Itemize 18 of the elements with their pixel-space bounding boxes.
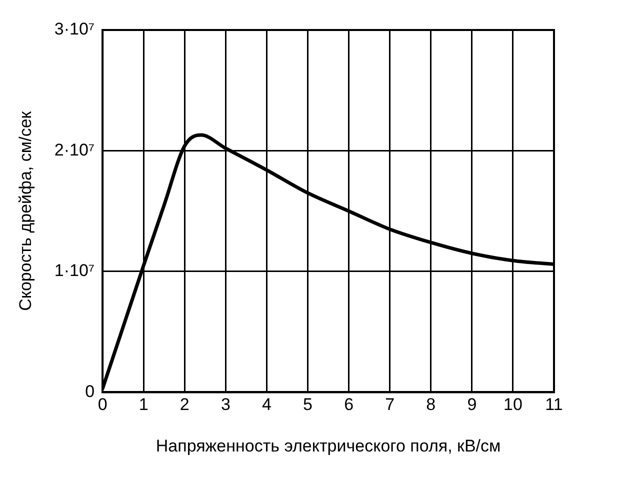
x-tick-label: 6: [344, 395, 354, 414]
x-tick-label: 9: [467, 395, 477, 414]
x-tick-label: 5: [303, 395, 313, 414]
x-tick-label: 11: [545, 395, 563, 414]
y-tick-label: 0: [85, 382, 95, 401]
x-tick-label: 4: [262, 395, 272, 414]
x-tick-label: 8: [426, 395, 436, 414]
x-tick-label: 0: [98, 395, 108, 414]
x-tick-label: 2: [180, 395, 190, 414]
x-axis-title: Напряженность электрического поля, кВ/см: [156, 436, 501, 456]
y-axis-title: Скорость дрейфа, см/сек: [16, 110, 35, 311]
x-tick-label: 7: [385, 395, 395, 414]
y-tick-label: 1·10⁷: [54, 261, 95, 280]
x-tick-label: 10: [504, 395, 522, 414]
y-tick-label: 3·10⁷: [54, 20, 95, 39]
x-tick-label: 1: [138, 395, 148, 414]
y-tick-label: 2·10⁷: [54, 140, 95, 160]
x-tick-label: 3: [220, 395, 230, 414]
